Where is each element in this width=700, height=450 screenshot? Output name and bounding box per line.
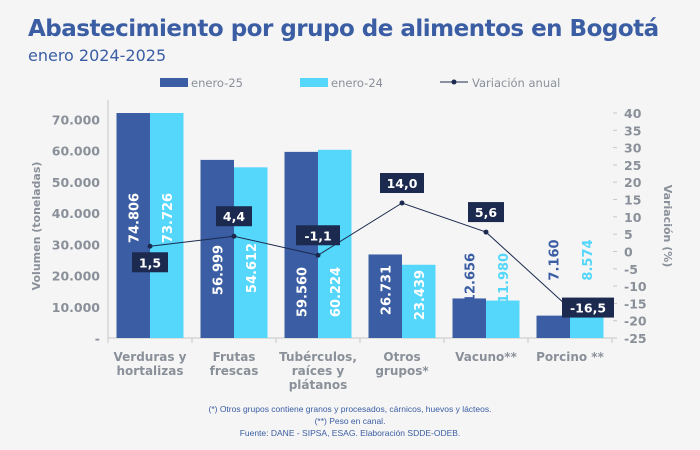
variation-label: 4,4 — [223, 209, 245, 224]
legend-marker — [451, 79, 457, 85]
chart-title: Abastecimiento por grupo de alimentos en… — [28, 16, 659, 42]
x-tick-label: Verduras y — [114, 350, 187, 364]
bar-data-label: 74.806 — [127, 193, 142, 243]
bar-enero-24 — [234, 167, 268, 338]
chart-subtitle: enero 2024-2025 — [28, 46, 167, 65]
legend-label: Variación anual — [472, 76, 560, 90]
footnote: (**) Peso en canal. — [314, 416, 386, 426]
y-tick-label: 20.000 — [52, 269, 101, 284]
bar-data-label: 56.999 — [211, 245, 226, 295]
bar-data-label: 11.980 — [497, 253, 512, 303]
variation-point — [399, 200, 405, 206]
variation-point — [483, 229, 489, 235]
y2-tick-label: 35 — [624, 123, 641, 138]
bar-data-label: 23.439 — [413, 270, 428, 320]
bar-enero-24 — [402, 264, 436, 338]
y-tick-label: 10.000 — [52, 300, 101, 315]
y2-tick-label: -10 — [624, 279, 647, 294]
footnotes: (*) Otros grupos contiene granos y proce… — [0, 403, 700, 439]
x-tick-label: Porcino ** — [536, 350, 604, 364]
bar-data-label: 12.656 — [463, 253, 478, 303]
variation-label: 14,0 — [387, 176, 418, 191]
y2-tick-label: -5 — [624, 262, 638, 277]
bar-data-label: 8.574 — [581, 239, 596, 280]
x-tick-label: plátanos — [289, 378, 348, 392]
y-tick-label: 50.000 — [52, 175, 101, 190]
x-tick-label: raíces y — [292, 364, 345, 378]
bar-enero-24 — [150, 113, 184, 338]
y2-tick-label: 0 — [624, 244, 633, 259]
y2-tick-label: -25 — [624, 331, 647, 346]
legend-label: enero-24 — [331, 76, 383, 90]
y2-tick-label: 30 — [624, 141, 642, 156]
variation-point — [231, 233, 237, 239]
variation-point — [315, 252, 321, 258]
bar-enero-25 — [200, 159, 234, 338]
variation-label-box — [468, 202, 504, 223]
bar-enero-25 — [116, 113, 150, 338]
legend-swatch — [300, 78, 328, 87]
chart: - 10.000 20.000 30.000 40.000 50.000 60.000 70.… — [30, 76, 674, 392]
bar-data-label: 73.726 — [161, 193, 176, 243]
variation-label-box — [132, 252, 168, 273]
x-tick-label: frescas — [210, 364, 259, 378]
bar-data-label: 54.612 — [245, 243, 260, 293]
y2-tick-label: -20 — [624, 314, 647, 329]
variation-line — [149, 202, 571, 309]
y-axis-label: Volumen (toneladas) — [30, 162, 43, 291]
y-tick-label: 40.000 — [52, 206, 101, 221]
y-tick-label: - — [95, 331, 100, 346]
y2-tick-label: 40 — [624, 106, 642, 121]
bar-data-label: 7.160 — [547, 239, 562, 280]
x-tick-label: Tubérculos, — [279, 350, 357, 364]
variation-label-box — [380, 173, 424, 193]
y2-tick-label: 20 — [624, 175, 642, 190]
bar-enero-25 — [452, 298, 486, 338]
bar-enero-24 — [486, 300, 520, 338]
y-tick-label: 60.000 — [52, 144, 101, 159]
variation-label-box — [296, 225, 340, 246]
footnote: (*) Otros grupos contiene granos y proce… — [208, 404, 492, 414]
bar-enero-25 — [368, 254, 402, 338]
legend-swatch — [160, 78, 188, 87]
x-tick-label: Otros — [383, 350, 420, 364]
y2-axis-label: Variación (%) — [661, 185, 674, 268]
y2-tick-label: 5 — [624, 227, 633, 242]
y2-tick-label: 15 — [624, 193, 641, 208]
bar-data-label: 26.731 — [379, 265, 394, 315]
variation-label: 5,6 — [475, 205, 497, 220]
bar-data-label: 59.560 — [295, 267, 310, 317]
variation-label: -1,1 — [304, 228, 331, 243]
variation-label: 1,5 — [139, 255, 161, 270]
legend-label: enero-25 — [191, 76, 243, 90]
x-tick-label: hortalizas — [117, 364, 184, 378]
footnote: Fuente: DANE - SIPSA, ESAG. Elaboración … — [239, 428, 461, 438]
y2-tick-label: -15 — [624, 296, 647, 311]
y-tick-label: 30.000 — [52, 237, 101, 252]
bar-enero-25 — [536, 315, 570, 338]
y2-tick-label: 25 — [624, 158, 641, 173]
bar-data-label: 60.224 — [329, 267, 344, 317]
x-tick-label: grupos* — [375, 364, 429, 378]
variation-label-box — [562, 297, 614, 318]
variation-point — [147, 243, 153, 249]
y2-tick-label: 10 — [624, 210, 642, 225]
variation-label-box — [216, 206, 252, 227]
x-tick-label: Vacuno** — [455, 350, 517, 364]
variation-label: -16,5 — [570, 301, 606, 316]
y-tick-label: 70.000 — [52, 112, 101, 127]
x-tick-label: Frutas — [213, 350, 256, 364]
